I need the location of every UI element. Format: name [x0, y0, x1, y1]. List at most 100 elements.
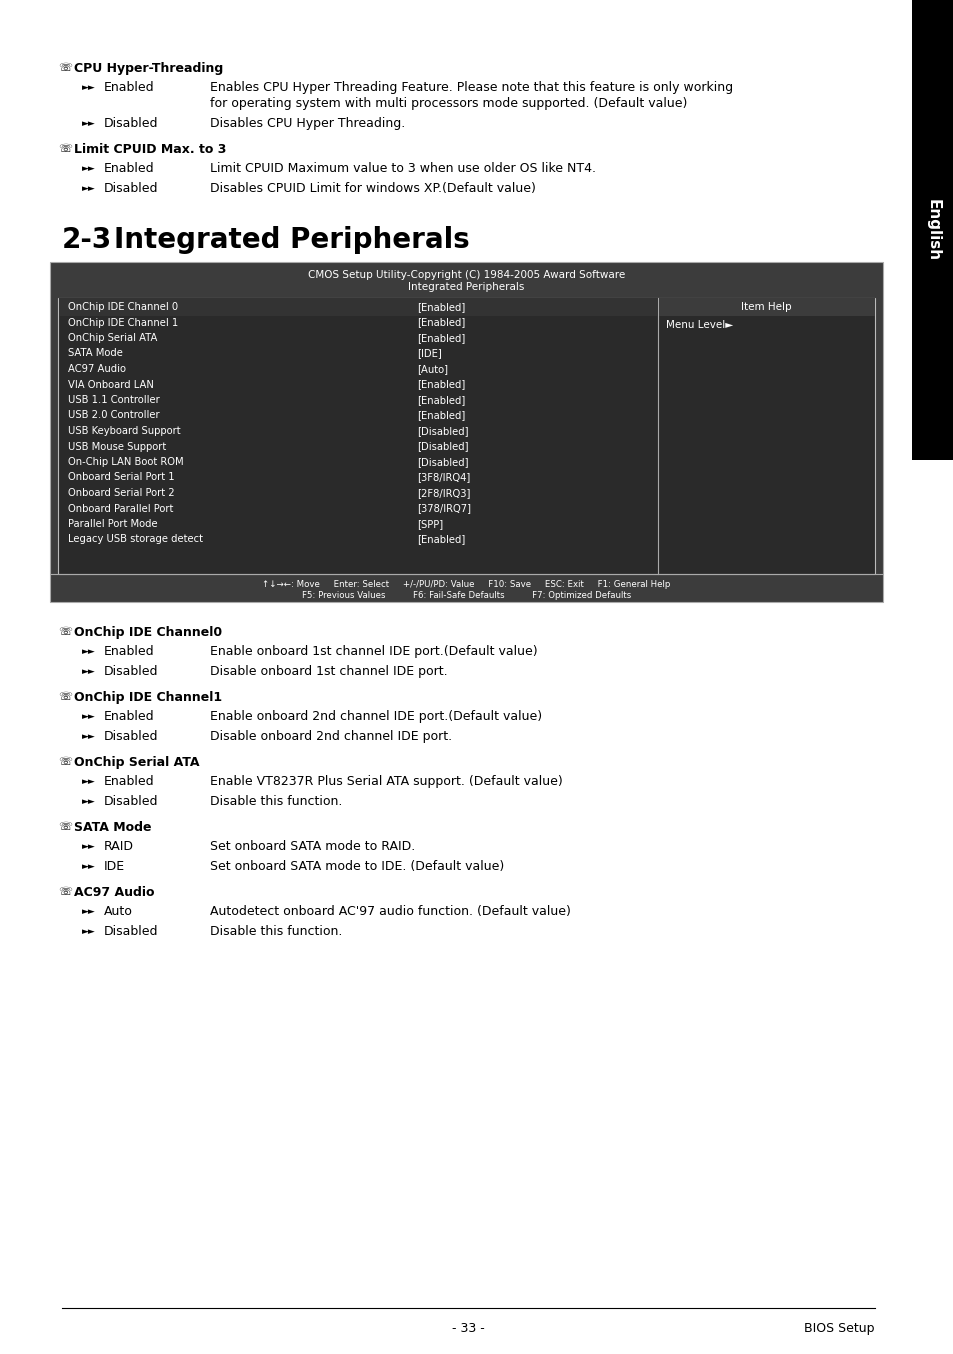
Text: Set onboard SATA mode to RAID.: Set onboard SATA mode to RAID. — [210, 839, 415, 853]
Text: RAID: RAID — [104, 839, 133, 853]
Text: Enabled: Enabled — [104, 774, 154, 788]
Text: USB Mouse Support: USB Mouse Support — [68, 441, 166, 451]
Text: ►►: ►► — [82, 668, 95, 676]
Text: ►►: ►► — [82, 733, 95, 741]
Bar — [911, 0, 953, 460]
Text: [3F8/IRQ4]: [3F8/IRQ4] — [417, 473, 470, 482]
Text: [Auto]: [Auto] — [417, 364, 448, 374]
Text: Disable this function.: Disable this function. — [210, 925, 342, 938]
Text: [Enabled]: [Enabled] — [417, 379, 465, 390]
Text: USB 2.0 Controller: USB 2.0 Controller — [68, 410, 159, 421]
Text: ►►: ►► — [82, 712, 95, 720]
Text: ☏: ☏ — [58, 627, 71, 636]
Text: [SPP]: [SPP] — [417, 519, 443, 529]
Text: Disabled: Disabled — [104, 730, 158, 743]
Text: Disables CPUID Limit for windows XP.(Default value): Disables CPUID Limit for windows XP.(Def… — [210, 181, 536, 195]
Text: Onboard Serial Port 2: Onboard Serial Port 2 — [68, 487, 174, 498]
Text: BIOS Setup: BIOS Setup — [803, 1322, 874, 1335]
Text: [IDE]: [IDE] — [417, 348, 442, 359]
Text: Disables CPU Hyper Threading.: Disables CPU Hyper Threading. — [210, 116, 405, 130]
Text: SATA Mode: SATA Mode — [68, 348, 123, 359]
Text: Legacy USB storage detect: Legacy USB storage detect — [68, 535, 203, 544]
Text: - 33 -: - 33 - — [452, 1322, 484, 1335]
Text: ☏: ☏ — [58, 144, 71, 154]
Text: Enable onboard 2nd channel IDE port.(Default value): Enable onboard 2nd channel IDE port.(Def… — [210, 709, 541, 723]
Text: ►►: ►► — [82, 777, 95, 787]
Text: Onboard Parallel Port: Onboard Parallel Port — [68, 504, 173, 513]
Text: [Disabled]: [Disabled] — [417, 427, 469, 436]
Text: Integrated Peripherals: Integrated Peripherals — [408, 282, 524, 292]
Text: Disabled: Disabled — [104, 181, 158, 195]
Text: [378/IRQ7]: [378/IRQ7] — [417, 504, 471, 513]
Text: Enabled: Enabled — [104, 162, 154, 175]
Text: for operating system with multi processors mode supported. (Default value): for operating system with multi processo… — [210, 97, 687, 110]
Text: Enable VT8237R Plus Serial ATA support. (Default value): Enable VT8237R Plus Serial ATA support. … — [210, 774, 562, 788]
Bar — [59, 298, 658, 315]
Text: [Enabled]: [Enabled] — [417, 535, 465, 544]
Text: [2F8/IRQ3]: [2F8/IRQ3] — [417, 487, 471, 498]
Bar — [58, 298, 874, 574]
Bar — [50, 263, 882, 603]
Text: OnChip IDE Channel0: OnChip IDE Channel0 — [74, 626, 222, 639]
Text: ☏: ☏ — [58, 887, 71, 896]
Text: OnChip Serial ATA: OnChip Serial ATA — [68, 333, 157, 343]
Text: Disable this function.: Disable this function. — [210, 795, 342, 808]
Text: OnChip IDE Channel1: OnChip IDE Channel1 — [74, 691, 222, 704]
Text: ☏: ☏ — [58, 822, 71, 831]
Text: ►►: ►► — [82, 164, 95, 173]
Text: ►►: ►► — [82, 907, 95, 917]
Text: 2-3: 2-3 — [62, 226, 112, 255]
Bar — [659, 298, 874, 315]
Text: USB 1.1 Controller: USB 1.1 Controller — [68, 395, 159, 405]
Text: IDE: IDE — [104, 860, 125, 873]
Text: Enabled: Enabled — [104, 81, 154, 93]
Text: Item Help: Item Help — [740, 302, 791, 311]
Text: OnChip IDE Channel 0: OnChip IDE Channel 0 — [68, 302, 178, 311]
Text: Disabled: Disabled — [104, 116, 158, 130]
Text: CMOS Setup Utility-Copyright (C) 1984-2005 Award Software: CMOS Setup Utility-Copyright (C) 1984-20… — [308, 269, 624, 280]
Text: Menu Level►: Menu Level► — [666, 320, 733, 329]
Text: Disabled: Disabled — [104, 795, 158, 808]
Text: OnChip IDE Channel 1: OnChip IDE Channel 1 — [68, 317, 178, 328]
Text: Parallel Port Mode: Parallel Port Mode — [68, 519, 157, 529]
Text: [Enabled]: [Enabled] — [417, 410, 465, 421]
Text: SATA Mode: SATA Mode — [74, 821, 152, 834]
Text: Disabled: Disabled — [104, 665, 158, 678]
Text: Onboard Serial Port 1: Onboard Serial Port 1 — [68, 473, 174, 482]
Text: Enables CPU Hyper Threading Feature. Please note that this feature is only worki: Enables CPU Hyper Threading Feature. Ple… — [210, 81, 732, 93]
Text: Enable onboard 1st channel IDE port.(Default value): Enable onboard 1st channel IDE port.(Def… — [210, 645, 537, 658]
Text: [Enabled]: [Enabled] — [417, 302, 465, 311]
Text: Autodetect onboard AC'97 audio function. (Default value): Autodetect onboard AC'97 audio function.… — [210, 904, 570, 918]
Text: ☏: ☏ — [58, 64, 71, 73]
Text: ►►: ►► — [82, 647, 95, 655]
Text: Enabled: Enabled — [104, 645, 154, 658]
Text: On-Chip LAN Boot ROM: On-Chip LAN Boot ROM — [68, 458, 183, 467]
Text: [Enabled]: [Enabled] — [417, 333, 465, 343]
Text: Disable onboard 1st channel IDE port.: Disable onboard 1st channel IDE port. — [210, 665, 447, 678]
Text: ►►: ►► — [82, 862, 95, 871]
Text: ►►: ►► — [82, 798, 95, 806]
Text: ►►: ►► — [82, 842, 95, 852]
Text: [Enabled]: [Enabled] — [417, 395, 465, 405]
Text: USB Keyboard Support: USB Keyboard Support — [68, 427, 180, 436]
Text: ►►: ►► — [82, 119, 95, 129]
Text: Disable onboard 2nd channel IDE port.: Disable onboard 2nd channel IDE port. — [210, 730, 452, 743]
Text: Disabled: Disabled — [104, 925, 158, 938]
Text: ☏: ☏ — [58, 757, 71, 766]
Text: English: English — [924, 199, 940, 261]
Text: AC97 Audio: AC97 Audio — [68, 364, 126, 374]
Text: ►►: ►► — [82, 83, 95, 92]
Text: VIA Onboard LAN: VIA Onboard LAN — [68, 379, 153, 390]
Text: Limit CPUID Maximum value to 3 when use older OS like NT4.: Limit CPUID Maximum value to 3 when use … — [210, 162, 596, 175]
Text: ↑↓→←: Move     Enter: Select     +/-/PU/PD: Value     F10: Save     ESC: Exit   : ↑↓→←: Move Enter: Select +/-/PU/PD: Valu… — [262, 580, 670, 589]
Text: CPU Hyper-Threading: CPU Hyper-Threading — [74, 62, 223, 74]
Text: [Disabled]: [Disabled] — [417, 441, 469, 451]
Text: ►►: ►► — [82, 927, 95, 936]
Text: F5: Previous Values          F6: Fail-Safe Defaults          F7: Optimized Defau: F5: Previous Values F6: Fail-Safe Defaul… — [301, 590, 631, 600]
Text: AC97 Audio: AC97 Audio — [74, 886, 154, 899]
Text: ►►: ►► — [82, 184, 95, 194]
Text: Auto: Auto — [104, 904, 132, 918]
Text: [Disabled]: [Disabled] — [417, 458, 469, 467]
Text: OnChip Serial ATA: OnChip Serial ATA — [74, 756, 199, 769]
Text: ☏: ☏ — [58, 692, 71, 701]
